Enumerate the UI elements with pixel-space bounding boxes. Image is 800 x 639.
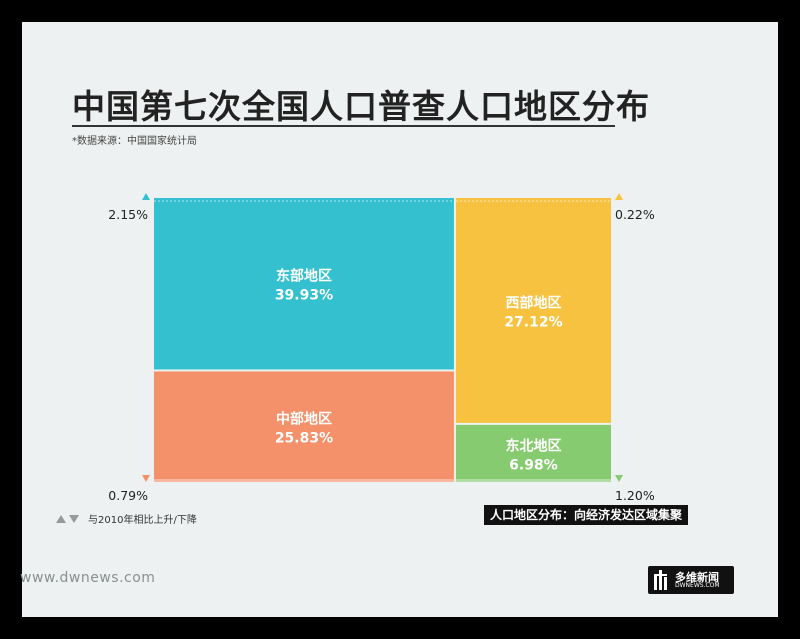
region-name-northeast: 东北地区 (505, 437, 561, 454)
change-arrow-central (142, 475, 150, 482)
legend-label: 与2010年相比上升/下降 (88, 515, 197, 526)
title-underline (72, 125, 615, 127)
change-label-northeast: 1.20% (615, 488, 655, 503)
treemap-cell-northeast (455, 424, 611, 482)
website-link[interactable]: www.dwnews.com (20, 570, 156, 586)
change-label-west: 0.22% (615, 207, 655, 222)
region-share-east: 39.93% (275, 288, 333, 304)
page-title: 中国第七次全国人口普查人口地区分布 (72, 87, 650, 126)
region-name-west: 西部地区 (505, 294, 561, 311)
dwnews-logo: 多维新闻 DWNEWS.COM (648, 566, 734, 594)
data-source: *数据来源：中国国家统计局 (72, 136, 197, 147)
treemap-cell-west (455, 198, 611, 423)
region-name-central: 中部地区 (276, 411, 332, 428)
change-band-northeast (455, 479, 611, 482)
change-legend: 与2010年相比上升/下降 (56, 511, 197, 526)
change-arrow-northeast (615, 475, 623, 482)
change-arrow-east (142, 193, 150, 200)
logo-sub: DWNEWS.COM (675, 582, 720, 589)
change-label-central: 0.79% (108, 488, 148, 503)
triangle-down-icon (69, 514, 79, 523)
treemap-cell-east (154, 198, 454, 370)
region-share-west: 27.12% (504, 314, 562, 330)
dwnews-mark-icon (654, 570, 667, 590)
change-arrow-west (615, 193, 623, 200)
change-band-central (154, 479, 454, 482)
region-share-northeast: 6.98% (509, 457, 558, 473)
triangle-up-icon (56, 514, 66, 523)
logo-name: 多维新闻 (675, 571, 719, 584)
treemap-cell-central (154, 371, 454, 482)
change-label-east: 2.15% (108, 207, 148, 222)
tagline-banner: 人口地区分布：向经济发达区域集聚 (484, 505, 689, 525)
region-share-central: 25.83% (275, 431, 333, 447)
region-name-east: 东部地区 (276, 268, 332, 285)
